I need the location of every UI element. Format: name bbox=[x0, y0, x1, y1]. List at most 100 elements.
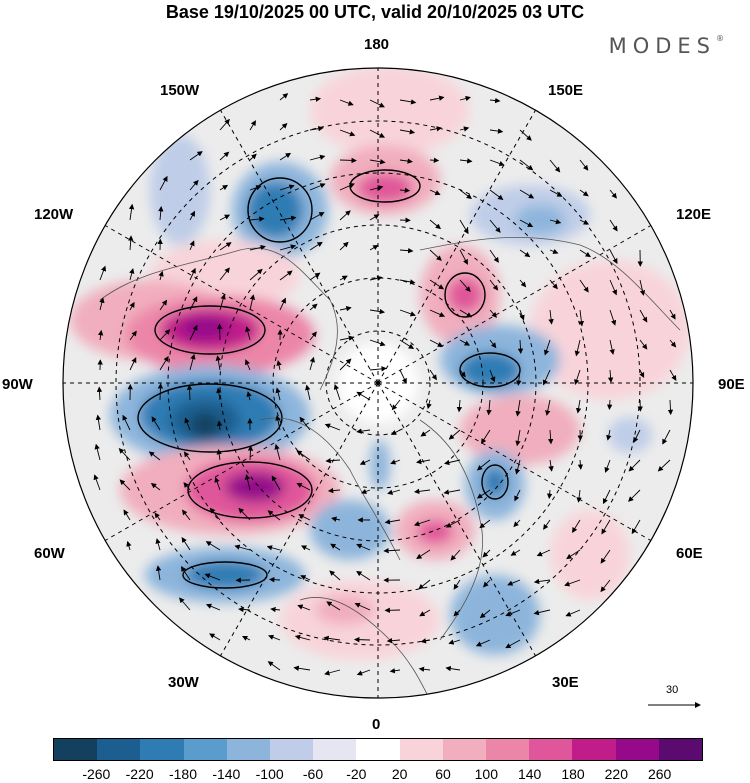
wind-arrow bbox=[489, 369, 496, 383]
colorbar-segment bbox=[529, 739, 573, 760]
wind-arrow bbox=[519, 219, 534, 228]
wind-arrow bbox=[189, 210, 196, 221]
wind-arrow bbox=[249, 120, 256, 131]
wind-arrow bbox=[339, 241, 349, 251]
wind-arrow bbox=[416, 549, 431, 559]
wind-arrow bbox=[339, 157, 357, 164]
wind-arrow bbox=[514, 489, 521, 502]
wind-arrow bbox=[155, 538, 161, 551]
wind-arrow bbox=[309, 303, 318, 311]
wind-arrow bbox=[564, 579, 581, 587]
wind-arrow bbox=[399, 247, 414, 254]
wind-arrow bbox=[631, 519, 641, 535]
wind-arrow bbox=[179, 597, 191, 611]
wind-arrow bbox=[517, 339, 524, 354]
meridian-line bbox=[212, 382, 379, 670]
label-60e: 60E bbox=[676, 545, 703, 562]
meridian-line bbox=[91, 382, 379, 549]
wind-arrow bbox=[189, 267, 196, 281]
colorbar-segment bbox=[226, 739, 271, 760]
wind-arrow bbox=[356, 571, 371, 581]
wind-arrow bbox=[159, 299, 168, 311]
meridian-line bbox=[91, 217, 379, 384]
wind-arrow bbox=[241, 635, 251, 641]
wind-arrow bbox=[443, 489, 461, 495]
wind-arrow bbox=[601, 519, 611, 535]
label-90e: 90E bbox=[718, 376, 745, 393]
wind-arrow bbox=[339, 305, 352, 312]
wind-arrow bbox=[399, 339, 415, 349]
wind-arrow bbox=[154, 512, 161, 521]
wind-arrow bbox=[609, 249, 618, 264]
colorbar-tick-label: -140 bbox=[212, 766, 241, 782]
wind-arrow bbox=[399, 129, 416, 135]
wind-arrow bbox=[274, 443, 281, 461]
wind-arrow bbox=[209, 507, 221, 521]
label-150e: 150E bbox=[548, 82, 584, 99]
wind-arrow bbox=[549, 248, 559, 254]
wind-arrow bbox=[669, 339, 677, 348]
colorbar-segment bbox=[572, 739, 616, 760]
wind-arrow bbox=[548, 309, 554, 325]
wind-arrow bbox=[418, 666, 431, 672]
meridian-line bbox=[212, 96, 379, 384]
wind-arrow bbox=[459, 158, 473, 164]
wind-arrow bbox=[609, 279, 617, 296]
wind-arrow bbox=[576, 489, 582, 503]
colorbar-tick-label: 60 bbox=[435, 766, 451, 782]
wind-arrow bbox=[369, 308, 385, 315]
wind-arrow bbox=[369, 185, 384, 191]
wind-arrow bbox=[536, 549, 551, 557]
wind-arrow bbox=[459, 369, 466, 378]
wind-arrow bbox=[547, 429, 554, 445]
wind-arrow bbox=[639, 339, 648, 350]
wind-arrow bbox=[489, 309, 497, 318]
wind-arrow bbox=[475, 639, 491, 647]
colorbar-segment bbox=[97, 739, 141, 760]
wind-arrow bbox=[549, 279, 558, 290]
wind-arrow bbox=[95, 414, 102, 431]
wind-arrow bbox=[515, 399, 521, 417]
wind-arrow bbox=[339, 335, 355, 341]
wind-arrow bbox=[399, 99, 417, 105]
wind-arrow bbox=[662, 429, 671, 445]
wind-arrow bbox=[600, 549, 611, 564]
wind-arrow bbox=[234, 544, 251, 551]
wind-arrow bbox=[419, 609, 431, 617]
colorbar-tick-label: 180 bbox=[561, 766, 585, 782]
wind-arrow bbox=[204, 573, 221, 581]
wind-arrow bbox=[186, 384, 193, 401]
wind-arrow bbox=[359, 459, 371, 465]
colorbar-ticks: -260 -220 -180 -140 -100 -60 -20 20 60 100 140 180 2… bbox=[0, 766, 750, 783]
wind-arrow bbox=[607, 369, 614, 383]
colorbar-tick-label: -100 bbox=[255, 766, 284, 782]
wind-arrow bbox=[489, 189, 504, 201]
wind-arrow bbox=[669, 369, 677, 381]
meridian-line bbox=[377, 382, 665, 549]
wind-arrow bbox=[667, 399, 674, 416]
wind-arrow bbox=[331, 516, 341, 522]
wind-arrow bbox=[327, 487, 341, 494]
wind-arrow bbox=[391, 399, 401, 411]
wind-arrow bbox=[386, 638, 401, 644]
wind-arrow bbox=[413, 519, 431, 527]
wind-arrow bbox=[429, 189, 441, 196]
wind-arrow bbox=[183, 482, 191, 491]
wind-arrow bbox=[519, 189, 535, 199]
wind-arrow bbox=[510, 549, 521, 556]
colorbar-tick-label: 220 bbox=[604, 766, 629, 782]
colorbar-tick-label: -220 bbox=[125, 766, 154, 782]
brand-name: MODES bbox=[608, 34, 716, 58]
wind-arrow bbox=[330, 543, 341, 551]
wind-arrow bbox=[574, 369, 581, 385]
wind-arrow bbox=[309, 212, 325, 221]
wind-arrow bbox=[369, 159, 386, 165]
wind-arrow bbox=[609, 339, 615, 355]
wind-arrow bbox=[444, 459, 461, 466]
wind-arrow bbox=[356, 669, 371, 676]
colorbar-tick-label: -60 bbox=[302, 766, 324, 782]
colorbar-tick-label: -20 bbox=[346, 766, 367, 782]
wind-arrow bbox=[399, 309, 416, 317]
wind-arrow bbox=[219, 242, 232, 251]
